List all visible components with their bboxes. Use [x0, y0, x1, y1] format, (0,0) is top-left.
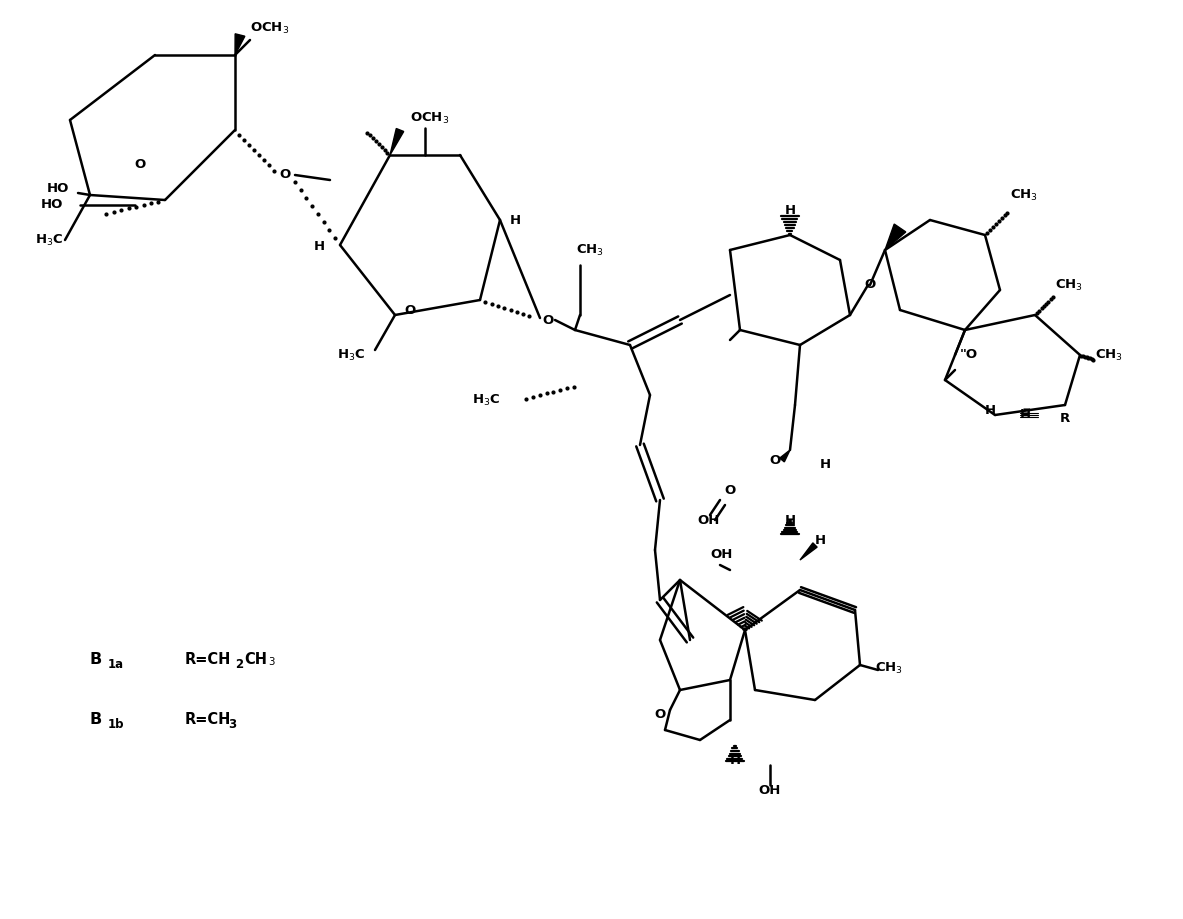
Polygon shape — [235, 34, 245, 55]
Polygon shape — [780, 450, 790, 462]
Text: CH$_3$: CH$_3$ — [1010, 187, 1037, 202]
Text: H$_3$C: H$_3$C — [472, 392, 500, 407]
Polygon shape — [800, 543, 817, 560]
Polygon shape — [390, 129, 403, 155]
Text: H: H — [313, 241, 325, 254]
Text: O: O — [769, 453, 781, 467]
Text: CH: CH — [244, 652, 267, 667]
Text: O: O — [654, 709, 666, 721]
Text: H$_3$C: H$_3$C — [35, 233, 63, 247]
Text: O: O — [865, 278, 875, 291]
Text: OH: OH — [758, 784, 781, 797]
Text: OH: OH — [710, 549, 732, 562]
Text: R=CH: R=CH — [185, 712, 232, 728]
Text: R=CH: R=CH — [185, 652, 232, 667]
Text: O: O — [279, 168, 291, 181]
Text: CH$_3$: CH$_3$ — [875, 661, 903, 675]
Text: 2: 2 — [235, 659, 244, 672]
Text: B: B — [90, 652, 102, 667]
Text: O: O — [135, 158, 146, 172]
Text: H: H — [784, 203, 795, 217]
Text: R: R — [1060, 412, 1071, 425]
Text: CH$_3$: CH$_3$ — [1055, 278, 1084, 292]
Text: H: H — [984, 403, 996, 416]
Text: H̅: H̅ — [1020, 409, 1030, 422]
Text: CH$_3$: CH$_3$ — [1095, 347, 1123, 363]
Text: H: H — [815, 534, 826, 547]
Text: 3: 3 — [228, 718, 237, 731]
Text: O: O — [724, 483, 736, 496]
Text: H: H — [510, 213, 522, 226]
Text: HO: HO — [40, 199, 63, 211]
Text: O: O — [405, 303, 415, 316]
Text: H$_3$C: H$_3$C — [337, 347, 366, 363]
Text: 1b: 1b — [108, 719, 124, 732]
Text: HO: HO — [47, 181, 69, 195]
Text: H: H — [820, 459, 832, 471]
Text: OH: OH — [698, 514, 720, 527]
Text: "O: "O — [959, 348, 978, 361]
Text: OCH$_3$: OCH$_3$ — [251, 20, 290, 36]
Text: 1a: 1a — [108, 659, 124, 672]
Polygon shape — [885, 224, 906, 250]
Text: O: O — [542, 313, 554, 326]
Text: H: H — [784, 514, 795, 527]
Text: $_3$: $_3$ — [269, 652, 276, 667]
Text: OCH$_3$: OCH$_3$ — [411, 110, 450, 126]
Text: CH$_3$: CH$_3$ — [576, 243, 605, 257]
Text: B: B — [90, 712, 102, 728]
Text: H: H — [730, 754, 741, 766]
